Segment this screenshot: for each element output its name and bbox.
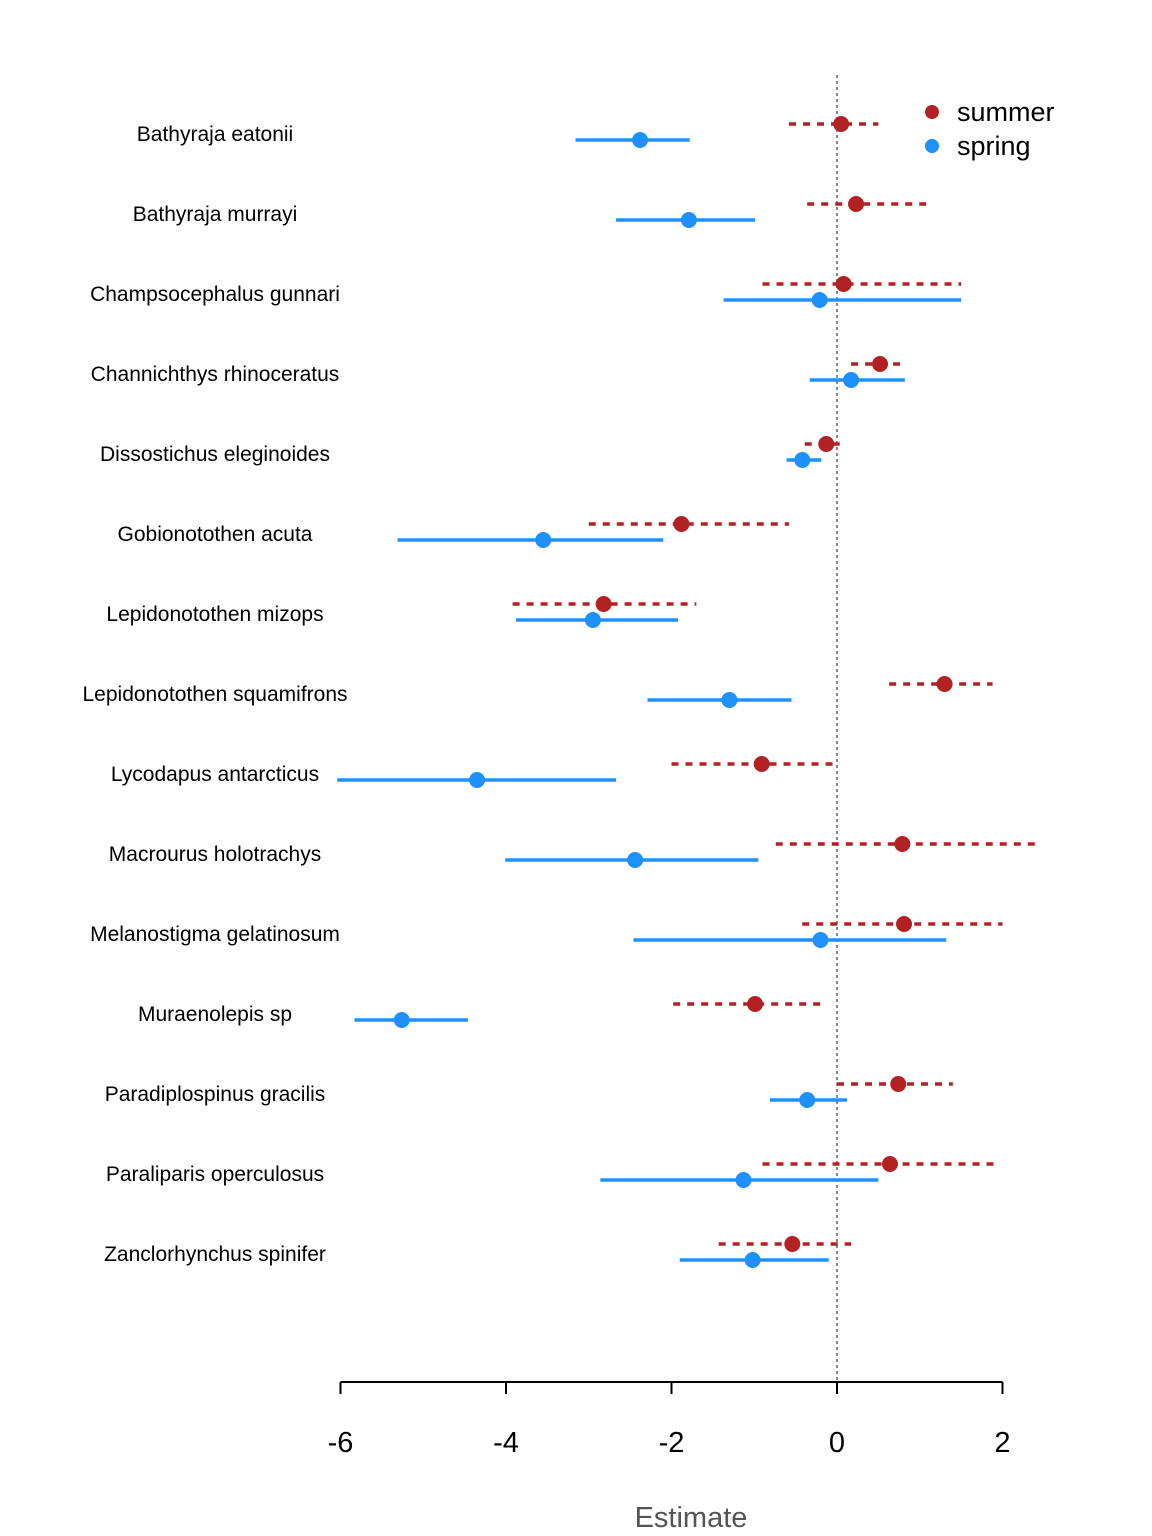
spring-point xyxy=(680,212,697,228)
x-tick-label: -6 xyxy=(328,1427,354,1459)
summer-point xyxy=(753,756,770,772)
summer-point xyxy=(890,1076,907,1092)
spring-point xyxy=(535,532,552,548)
spring-point xyxy=(632,132,649,148)
species-label: Lepidonotothen squamifrons xyxy=(82,683,347,706)
summer-point xyxy=(936,676,953,692)
summer-point xyxy=(784,1236,801,1252)
species-labels: Bathyraja eatonii Bathyraja murrayi Champs… xyxy=(82,123,347,1266)
spring-point xyxy=(799,1092,816,1108)
spring-point xyxy=(735,1172,752,1188)
species-label: Champsocephalus gunnari xyxy=(90,283,340,306)
spring-point xyxy=(721,692,738,708)
spring-legend-label: spring xyxy=(957,131,1031,161)
species-label: Melanostigma gelatinosum xyxy=(90,923,340,946)
summer-legend-marker xyxy=(925,105,939,119)
summer-point xyxy=(896,916,913,932)
species-label: Dissostichus eleginoides xyxy=(100,443,330,466)
spring-legend-marker xyxy=(925,139,939,153)
x-axis: -6 -4 -2 0 2 xyxy=(328,1381,1011,1459)
species-label: Paradiplospinus gracilis xyxy=(105,1083,326,1106)
species-label: Paraliparis operculosus xyxy=(106,1163,324,1186)
species-label: Bathyraja eatonii xyxy=(137,123,293,146)
legend: summer spring xyxy=(925,97,1055,161)
summer-point xyxy=(835,276,852,292)
x-tick-label: 2 xyxy=(994,1427,1010,1459)
summer-point xyxy=(673,516,690,532)
summer-point xyxy=(818,436,835,452)
species-label: Lepidonotothen mizops xyxy=(106,603,323,626)
x-tick-label: -2 xyxy=(659,1427,685,1459)
summer-point xyxy=(747,996,764,1012)
spring-point xyxy=(393,1012,410,1028)
species-label: Lycodapus antarcticus xyxy=(111,763,319,786)
x-tick-label: -4 xyxy=(493,1427,519,1459)
spring-point xyxy=(794,452,811,468)
x-axis-title: Estimate xyxy=(635,1502,748,1534)
interval-layer xyxy=(337,116,1040,1268)
species-label: Muraenolepis sp xyxy=(138,1003,292,1026)
summer-point xyxy=(872,356,889,372)
summer-point xyxy=(833,116,850,132)
spring-point xyxy=(812,932,829,948)
spring-point xyxy=(627,852,644,868)
species-label: Zanclorhynchus spinifer xyxy=(104,1243,326,1266)
summer-point xyxy=(848,196,865,212)
summer-legend-label: summer xyxy=(957,97,1055,127)
spring-point xyxy=(469,772,486,788)
summer-point xyxy=(595,596,612,612)
summer-point xyxy=(894,836,911,852)
x-tick-label: 0 xyxy=(829,1427,845,1459)
species-label: Macrourus holotrachys xyxy=(109,843,321,866)
species-label: Channichthys rhinoceratus xyxy=(91,363,340,386)
species-label: Gobionotothen acuta xyxy=(118,523,313,546)
spring-point xyxy=(843,372,860,388)
spring-point xyxy=(744,1252,761,1268)
summer-point xyxy=(881,1156,898,1172)
spring-point xyxy=(584,612,601,628)
spring-point xyxy=(811,292,828,308)
species-label: Bathyraja murrayi xyxy=(133,203,298,226)
